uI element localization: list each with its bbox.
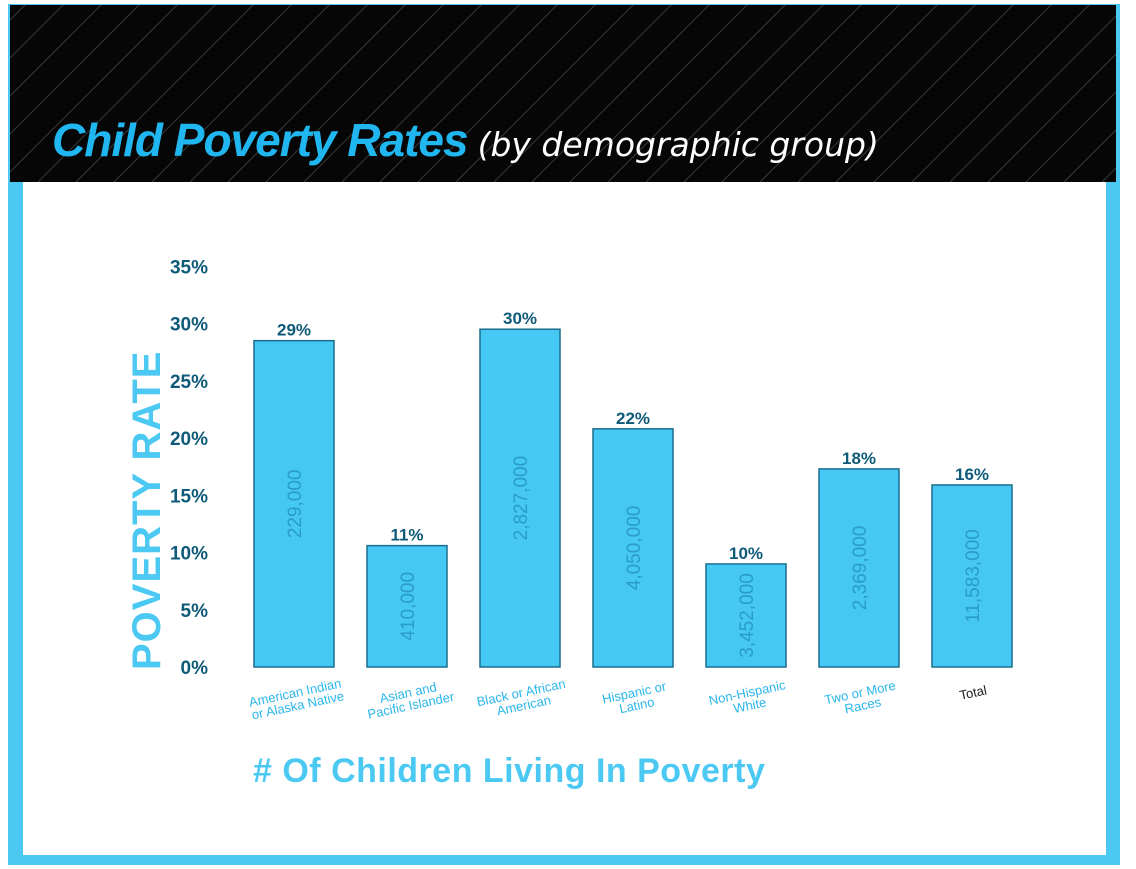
bar [705,563,787,668]
x-tick-label: Non-HispanicWhite [707,677,790,721]
y-tick-label: 15% [170,486,208,507]
y-tick-label: 25% [170,372,208,393]
bar-value-label: 16% [955,465,989,484]
y-tick-label: 20% [170,429,208,450]
bar-inner-count-label: 2,369,000 [850,526,871,611]
x-tick-label: Hispanic orLatino [601,678,671,719]
x-tick-label: Two or MoreRaces [823,678,899,720]
y-tick-label: 30% [170,315,208,336]
chart-panel [23,182,1106,855]
title-subtitle: (by demographic group) [477,125,879,164]
y-tick-label: 35% [170,257,208,278]
title-main: Child Poverty Rates [52,114,469,166]
x-axis-title: # Of Children Living In Poverty [253,752,766,790]
page-title: Child Poverty Rates (by demographic group… [52,113,879,167]
y-tick-label: 0% [181,658,209,679]
bar [592,428,674,668]
bar-inner-count-label: 11,583,000 [963,529,984,623]
x-tick-label: Asian andPacific Islander [363,676,456,722]
bar [253,339,335,668]
bar-value-label: 18% [842,449,876,468]
x-tick-label: American Indianor Alaska Native [248,675,346,722]
y-tick-label: 10% [170,544,208,565]
x-tick-label: Black or AfricanAmerican [475,676,569,722]
bar [479,328,561,668]
header-banner: Child Poverty Rates (by demographic group… [10,5,1116,182]
bar [931,484,1013,668]
y-axis-title: POVERTY RATE [125,351,169,670]
y-tick-labels: 0% 5% 10% 15% 20% 25% 30% 35% [170,257,208,679]
bar-inner-count-label: 4,050,000 [624,506,645,591]
bar-value-label: 30% [503,309,537,328]
bar [818,468,900,668]
bar-value-label: 10% [729,544,763,563]
bar [366,544,448,668]
bar-value-label: 29% [277,321,311,340]
header-hatch-pattern [10,5,1116,182]
y-tick-label: 5% [181,601,209,622]
bar-inner-count-label: 229,000 [285,469,306,538]
bar-value-label: 11% [390,526,423,545]
x-tick-labels: American Indianor Alaska Native Asian and… [248,675,989,722]
bar-inner-count-label: 410,000 [398,572,419,641]
x-tick-label: Total [958,682,988,702]
bar-inner-count-label: 2,827,000 [511,456,532,541]
bar-value-label: 22% [616,409,650,428]
bar-inner-count-label: 3,452,000 [737,573,758,658]
bars-group: 29% 229,000 11% 410,000 30% 2,827,000 22% 4,050… [253,309,1013,668]
